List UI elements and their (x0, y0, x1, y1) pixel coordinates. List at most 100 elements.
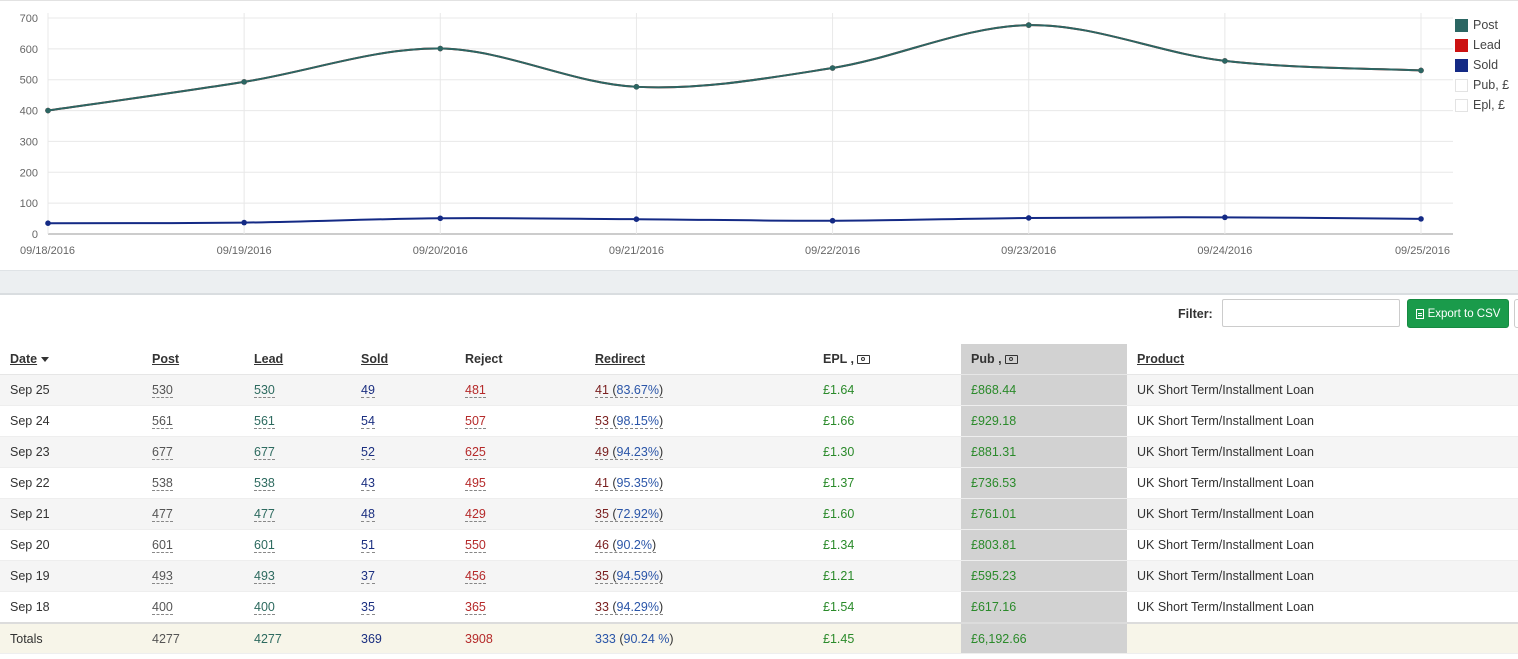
row-lead[interactable]: 530 (254, 383, 275, 398)
row-post[interactable]: 530 (152, 383, 173, 398)
row-date: Sep 22 (0, 467, 142, 499)
legend-item[interactable]: Sold (1455, 55, 1518, 75)
x-tick-label: 09/23/2016 (1001, 245, 1056, 257)
row-product: UK Short Term/Installment Loan (1127, 436, 1518, 468)
row-lead[interactable]: 601 (254, 538, 275, 553)
stats-table: Date Post Lead Sold Reject Redirect EPL … (0, 344, 1518, 654)
row-post[interactable]: 493 (152, 569, 173, 584)
row-reject[interactable]: 365 (465, 600, 486, 615)
row-reject[interactable]: 507 (465, 414, 486, 429)
row-post-cell: 677 (142, 436, 244, 468)
row-sold[interactable]: 35 (361, 600, 375, 615)
row-sold[interactable]: 43 (361, 476, 375, 491)
row-date: Sep 18 (0, 591, 142, 624)
legend-item[interactable]: Post (1455, 15, 1518, 35)
row-post[interactable]: 677 (152, 445, 173, 460)
x-tick-label: 09/25/2016 (1395, 245, 1450, 257)
row-redirect[interactable]: 35 (72.92%) (595, 507, 664, 522)
row-redirect[interactable]: 46 (90.2%) (595, 538, 657, 553)
row-redirect-cell: 33 (94.29%) (585, 591, 813, 624)
pub-header-label: Pub , (971, 352, 1002, 366)
totals-redirect-pct: 90.24 % (623, 631, 670, 646)
row-lead[interactable]: 400 (254, 600, 275, 615)
row-reject[interactable]: 625 (465, 445, 486, 460)
row-redirect[interactable]: 41 (95.35%) (595, 476, 664, 491)
row-reject[interactable]: 550 (465, 538, 486, 553)
column-header-sold[interactable]: Sold (351, 344, 455, 375)
y-tick-label: 300 (20, 136, 38, 148)
totals-label: Totals (0, 622, 142, 654)
row-redirect[interactable]: 49 (94.23%) (595, 445, 664, 460)
row-post[interactable]: 538 (152, 476, 173, 491)
row-sold[interactable]: 48 (361, 507, 375, 522)
row-pub: £803.81 (961, 529, 1127, 561)
row-redirect-pct: 72.92% (616, 507, 659, 521)
row-reject-cell: 429 (455, 498, 585, 530)
row-redirect[interactable]: 53 (98.15%) (595, 414, 664, 429)
row-epl: £1.30 (813, 436, 961, 468)
y-tick-label: 200 (20, 167, 38, 179)
row-epl: £1.54 (813, 591, 961, 624)
lead-header-label: Lead (254, 352, 284, 366)
row-reject[interactable]: 495 (465, 476, 486, 491)
row-redirect-pct: 95.35% (616, 476, 659, 490)
more-options-button[interactable] (1514, 299, 1518, 328)
row-lead[interactable]: 561 (254, 414, 275, 429)
totals-redirect-cell: 333 (90.24 %) (585, 622, 813, 654)
row-sold[interactable]: 49 (361, 383, 375, 398)
row-sold-cell: 43 (351, 467, 455, 499)
totals-row: Totals 4277 4277 369 3908 333 (90.24 %) … (0, 622, 1518, 654)
row-lead[interactable]: 677 (254, 445, 275, 460)
data-point-post (241, 79, 247, 85)
export-csv-button[interactable]: Export to CSV (1407, 299, 1509, 328)
data-point-sold (633, 216, 640, 222)
filter-input[interactable] (1222, 299, 1400, 327)
legend-item[interactable]: Lead (1455, 35, 1518, 55)
row-post[interactable]: 561 (152, 414, 173, 429)
legend-item[interactable]: Epl, £ (1455, 95, 1518, 115)
row-date: Sep 19 (0, 560, 142, 592)
row-post[interactable]: 400 (152, 600, 173, 615)
x-tick-label: 09/24/2016 (1197, 245, 1252, 257)
table-row: Sep 24 561 561 54 507 53 (98.15%) £1.66 £929.18… (0, 405, 1518, 437)
row-redirect[interactable]: 41 (83.67%) (595, 383, 664, 398)
row-lead[interactable]: 538 (254, 476, 275, 491)
row-redirect[interactable]: 33 (94.29%) (595, 600, 664, 615)
row-sold[interactable]: 52 (361, 445, 375, 460)
row-redirect-pct: 94.23% (616, 445, 659, 459)
sold-header-label: Sold (361, 352, 389, 366)
legend-item[interactable]: Pub, £ (1455, 75, 1518, 95)
row-reject[interactable]: 456 (465, 569, 486, 584)
column-header-date[interactable]: Date (0, 344, 142, 375)
column-header-lead[interactable]: Lead (244, 344, 351, 375)
column-header-redirect[interactable]: Redirect (585, 344, 813, 375)
row-reject[interactable]: 429 (465, 507, 486, 522)
row-post[interactable]: 477 (152, 507, 173, 522)
row-product: UK Short Term/Installment Loan (1127, 374, 1518, 406)
row-redirect-pct: 94.59% (616, 569, 659, 583)
column-header-reject: Reject (455, 344, 585, 375)
data-point-post (829, 65, 836, 71)
row-lead[interactable]: 477 (254, 507, 275, 522)
row-sold-cell: 48 (351, 498, 455, 530)
y-tick-label: 500 (20, 75, 38, 87)
row-redirect-count: 46 (595, 538, 609, 552)
legend-label: Pub, £ (1473, 78, 1510, 92)
row-epl: £1.64 (813, 374, 961, 406)
row-reject[interactable]: 481 (465, 383, 486, 398)
row-lead-cell: 601 (244, 529, 351, 561)
row-sold[interactable]: 51 (361, 538, 375, 553)
row-redirect-count: 35 (595, 569, 609, 583)
row-sold[interactable]: 37 (361, 569, 375, 584)
row-redirect-count: 35 (595, 507, 609, 521)
legend-swatch (1455, 78, 1468, 92)
row-redirect[interactable]: 35 (94.59%) (595, 569, 664, 584)
row-lead[interactable]: 493 (254, 569, 275, 584)
row-sold-cell: 49 (351, 374, 455, 406)
row-sold[interactable]: 54 (361, 414, 375, 429)
row-post[interactable]: 601 (152, 538, 173, 553)
section-divider (0, 270, 1518, 295)
column-header-post[interactable]: Post (142, 344, 244, 375)
data-point-sold (829, 217, 836, 224)
column-header-product[interactable]: Product (1127, 344, 1518, 375)
